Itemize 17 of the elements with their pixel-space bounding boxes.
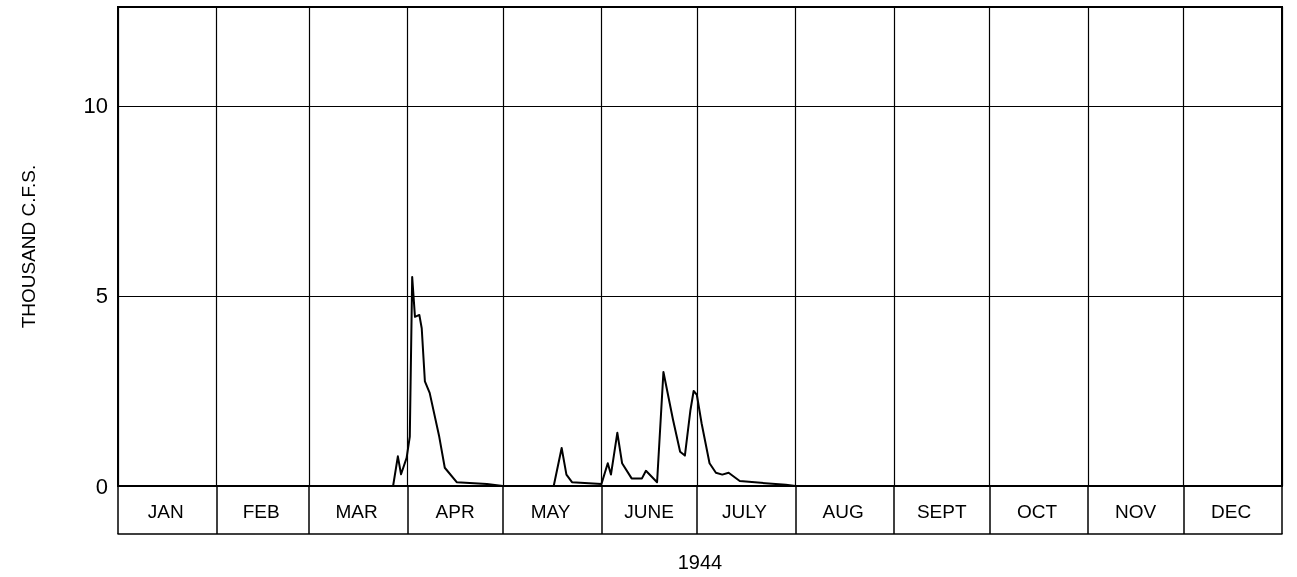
x-tick-label: OCT bbox=[1017, 501, 1058, 522]
x-tick-label: APR bbox=[435, 501, 475, 522]
x-tick-label: NOV bbox=[1115, 501, 1157, 522]
y-axis-title: THOUSAND C.F.S. bbox=[18, 164, 39, 329]
y-tick-label: 5 bbox=[95, 283, 108, 309]
x-tick-label: DEC bbox=[1211, 501, 1252, 522]
x-tick-label: JAN bbox=[147, 501, 184, 522]
x-axis-title: 1944 bbox=[677, 551, 723, 573]
y-tick-label: 10 bbox=[83, 93, 108, 119]
x-tick-label: JULY bbox=[721, 501, 768, 522]
y-tick-label: 0 bbox=[95, 473, 108, 499]
x-tick-label: AUG bbox=[822, 501, 864, 522]
x-tick-label: MAY bbox=[530, 501, 571, 522]
x-tick-label: SEPT bbox=[916, 501, 967, 522]
x-tick-label: FEB bbox=[242, 501, 280, 522]
x-tick-label: MAR bbox=[335, 501, 378, 522]
x-tick-label: JUNE bbox=[624, 501, 674, 522]
